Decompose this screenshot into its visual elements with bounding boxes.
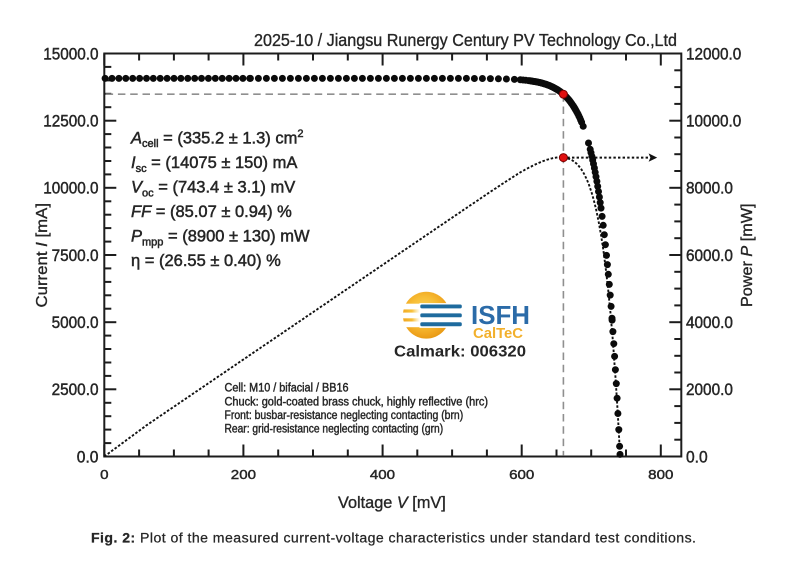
svg-text:8000.0: 8000.0 bbox=[686, 180, 733, 198]
svg-text:2500.0: 2500.0 bbox=[52, 381, 99, 399]
svg-text:Isc = (14075 ± 150) mA: Isc = (14075 ± 150) mA bbox=[131, 154, 297, 175]
svg-text:ISFH: ISFH bbox=[471, 300, 530, 330]
svg-text:12500.0: 12500.0 bbox=[43, 113, 98, 131]
svg-text:Chuck: gold-coated brass chuck: Chuck: gold-coated brass chuck, highly r… bbox=[225, 396, 489, 408]
svg-text:600: 600 bbox=[509, 467, 534, 482]
svg-text:Acell = (335.2 ± 1.3) cm2: Acell = (335.2 ± 1.3) cm2 bbox=[130, 128, 303, 150]
svg-text:Pmpp = (8900 ± 130) mW: Pmpp = (8900 ± 130) mW bbox=[131, 228, 310, 249]
svg-text:Calmark: 006320: Calmark: 006320 bbox=[394, 344, 526, 361]
svg-text:400: 400 bbox=[370, 467, 395, 482]
svg-text:Current I [mA]: Current I [mA] bbox=[34, 203, 51, 308]
svg-text:2025-10 / Jiangsu Runergy Cent: 2025-10 / Jiangsu Runergy Century PV Tec… bbox=[254, 30, 677, 50]
svg-text:200: 200 bbox=[231, 467, 256, 482]
svg-text:Cell: M10 / bifacial / BB16: Cell: M10 / bifacial / BB16 bbox=[225, 383, 349, 395]
svg-text:7500.0: 7500.0 bbox=[52, 247, 99, 265]
svg-text:0: 0 bbox=[100, 467, 108, 482]
svg-text:2000.0: 2000.0 bbox=[686, 381, 733, 399]
svg-text:12000.0: 12000.0 bbox=[686, 45, 741, 63]
svg-text:Front: busbar-resistance negle: Front: busbar-resistance neglecting cont… bbox=[225, 410, 464, 422]
svg-text:4000.0: 4000.0 bbox=[686, 314, 733, 332]
svg-text:Voltage V [mV]: Voltage V [mV] bbox=[338, 493, 446, 512]
svg-text:FF = (85.07 ± 0.94) %: FF = (85.07 ± 0.94) % bbox=[131, 203, 292, 221]
svg-text:Fig. 2: Plot of the measured c: Fig. 2: Plot of the measured current-vol… bbox=[91, 529, 696, 545]
svg-text:Power P [mW]: Power P [mW] bbox=[739, 204, 756, 308]
svg-text:Rear: grid-resistance neglecti: Rear: grid-resistance neglecting contact… bbox=[225, 424, 444, 436]
svg-text:η = (26.55 ± 0.40) %: η = (26.55 ± 0.40) % bbox=[131, 252, 281, 270]
svg-text:5000.0: 5000.0 bbox=[52, 314, 99, 332]
svg-text:10000.0: 10000.0 bbox=[686, 113, 741, 131]
svg-text:0.0: 0.0 bbox=[77, 448, 99, 466]
svg-text:6000.0: 6000.0 bbox=[686, 247, 733, 265]
svg-text:15000.0: 15000.0 bbox=[43, 45, 98, 63]
svg-text:800: 800 bbox=[648, 467, 673, 482]
svg-text:0.0: 0.0 bbox=[686, 448, 708, 466]
svg-text:CalTeC: CalTeC bbox=[473, 326, 523, 342]
svg-text:Voc = (743.4 ± 3.1) mV: Voc = (743.4 ± 3.1) mV bbox=[131, 179, 295, 200]
svg-text:10000.0: 10000.0 bbox=[43, 180, 98, 198]
